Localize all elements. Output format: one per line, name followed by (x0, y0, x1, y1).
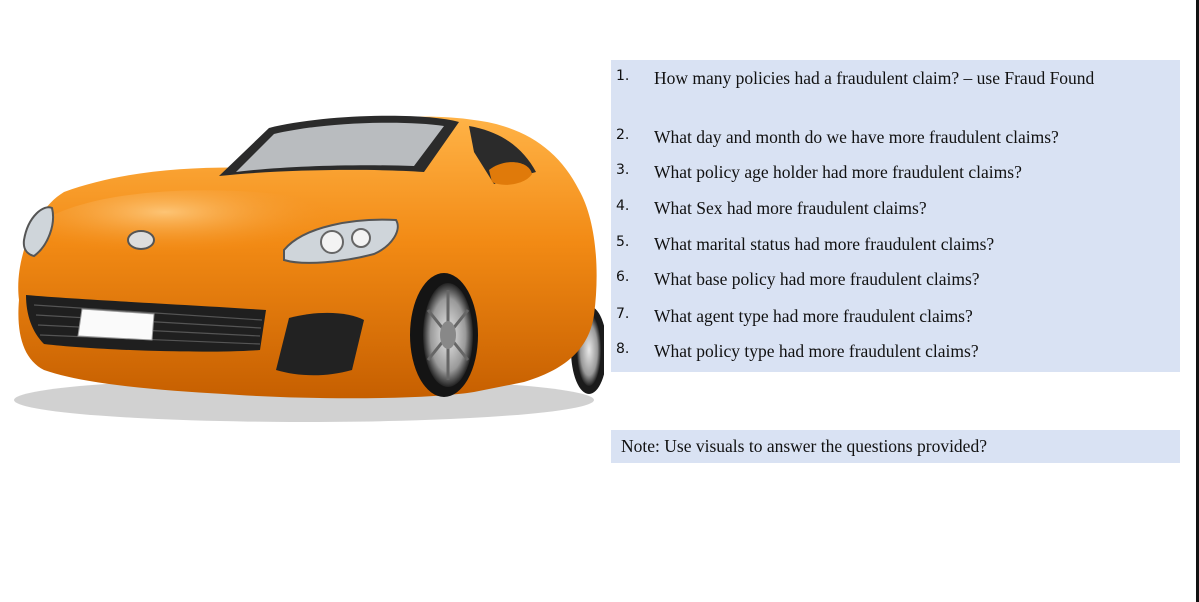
question-number-8: 8. (616, 341, 630, 357)
note-text: Note: Use visuals to answer the question… (621, 436, 987, 456)
question-text-4: What Sex had more fraudulent claims? (654, 198, 927, 218)
question-text-2: What day and month do we have more fraud… (654, 127, 1059, 147)
note-panel: Note: Use visuals to answer the question… (611, 430, 1180, 463)
question-text-3: What policy age holder had more fraudule… (654, 162, 1022, 182)
question-number-4: 4. (616, 198, 630, 214)
question-number-2: 2. (616, 127, 630, 143)
right-edge-border (1196, 0, 1199, 602)
question-text-1: How many policies had a fraudulent claim… (654, 68, 1095, 88)
question-number-3: 3. (616, 162, 630, 178)
question-number-5: 5. (616, 234, 630, 250)
questions-panel: 1. How many policies had a fraudulent cl… (611, 60, 1180, 372)
orange-sports-car-image (14, 115, 604, 422)
question-text-7: What agent type had more fraudulent clai… (654, 306, 973, 326)
question-number-7: 7. (616, 306, 630, 322)
question-number-1: 1. (616, 68, 630, 84)
question-text-6: What base policy had more fraudulent cla… (654, 269, 980, 289)
question-number-6: 6. (616, 269, 630, 285)
question-text-8: What policy type had more fraudulent cla… (654, 341, 979, 361)
question-text-5: What marital status had more fraudulent … (654, 234, 995, 254)
